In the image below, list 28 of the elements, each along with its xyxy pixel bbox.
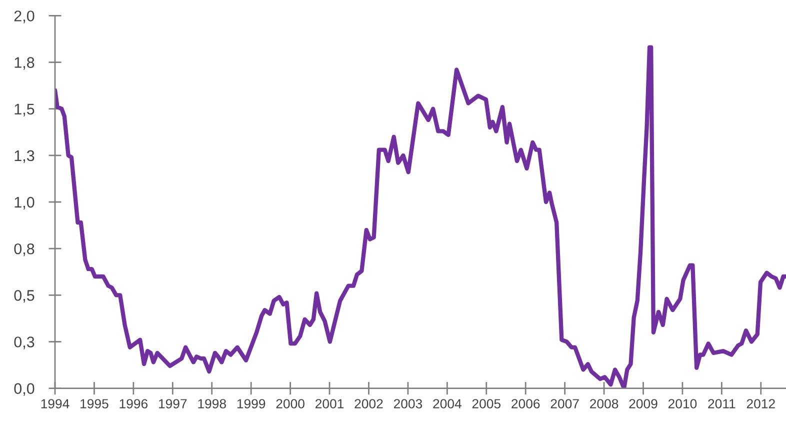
x-tick-label: 2000 (276, 399, 304, 408)
x-tick-label: 1995 (80, 399, 108, 408)
y-tick-label: 0,3 (14, 336, 34, 350)
x-tick-label: 1994 (41, 399, 70, 408)
x-tick-label: 2002 (354, 399, 383, 408)
x-tick-label: 1997 (158, 399, 187, 408)
x-tick-label: 2012 (746, 399, 775, 408)
x-tick-label: 2007 (550, 399, 579, 408)
x-tick-label: 1999 (237, 399, 266, 408)
y-tick-label: 1,8 (14, 57, 34, 70)
x-tick-label: 2008 (590, 399, 618, 408)
x-tick-label: 2006 (512, 399, 540, 408)
y-tick-label: 1,3 (14, 150, 34, 163)
x-tick-label: 2003 (394, 399, 422, 408)
x-tick-label: 1996 (120, 399, 148, 408)
y-tick-label: 2,0 (14, 10, 34, 24)
x-tick-label: 2010 (668, 399, 697, 408)
y-tick-label: 0,8 (14, 243, 34, 256)
x-tick-label: 2005 (472, 399, 501, 408)
x-tick-label: 1998 (198, 399, 226, 408)
y-tick-label: 0,0 (14, 383, 34, 396)
y-tick-label: 0,5 (14, 290, 34, 303)
x-tick-label: 2011 (708, 399, 736, 408)
x-tick-label: 2001 (316, 399, 344, 408)
y-tick-label: 1,5 (14, 104, 34, 116)
x-tick-label: 2004 (433, 399, 462, 408)
x-tick-label: 2009 (629, 399, 658, 408)
y-tick-label: 1,0 (14, 196, 34, 210)
